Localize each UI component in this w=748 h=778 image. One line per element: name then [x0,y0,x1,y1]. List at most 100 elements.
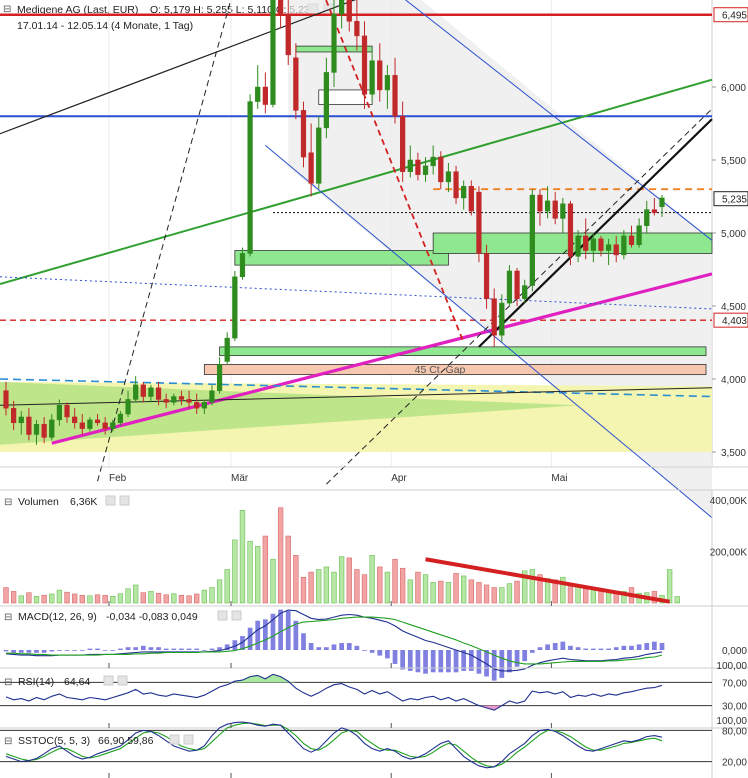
instrument-label: Medigene AG (Last, EUR) [17,4,138,16]
candle-body [171,396,177,403]
macd-histogram-bar [133,647,139,650]
candle-body [560,203,566,219]
sstoc-values: 66,90 59,86 [98,735,154,747]
macd-histogram-bar [79,650,85,651]
candle-body [354,21,360,37]
candle-body [361,35,368,95]
macd-histogram-bar [308,643,314,650]
candle-body [285,13,291,56]
sstoc-close-icon[interactable] [183,734,194,745]
candle-body [499,302,505,336]
volume-bar [10,591,17,604]
volume-bar [354,569,360,604]
candle-body [186,399,192,403]
volume-bar [201,589,207,604]
collapse-icon[interactable]: ⊟ [3,4,11,15]
candle-body [49,419,55,438]
macd-histogram-bar [568,645,573,650]
macd-histogram-bar [209,648,215,650]
volume-bar [338,556,345,604]
macd-histogram-bar [423,650,428,674]
support-zone-green [0,381,579,445]
volume-close-icon[interactable] [119,495,130,506]
candle-body [453,171,459,199]
sstoc-settings-icon[interactable] [169,734,180,745]
macd-histogram-bar [224,644,230,650]
candle-body [72,416,78,424]
sstoc-collapse-icon[interactable]: ⊟ [4,736,12,747]
month-label: Apr [391,473,407,484]
macd-histogram-bar [331,644,337,650]
volume-bar [399,567,406,604]
rsi-value: 64,64 [64,676,90,688]
volume-settings-icon[interactable] [105,495,116,506]
macd-histogram-bar [95,648,100,650]
candle-body [216,364,223,391]
price-label-box [713,312,748,328]
macd-histogram-bar [583,648,589,650]
volume-bar [71,593,78,604]
macd-settings-icon[interactable] [217,610,228,621]
volume-bar [483,584,490,604]
macd-histogram-bar [301,633,306,650]
candle-body [293,57,299,111]
macd-histogram-bar [354,645,360,650]
volume-bar [148,591,154,604]
black-dashed-line-left [97,0,232,482]
macd-histogram-bar [476,650,482,674]
candle-body [430,156,436,167]
candle-body [636,225,642,245]
candle-body [87,419,93,429]
macd-histogram-bar [438,650,444,673]
volume-bar [430,582,436,604]
macd-histogram-bar [270,613,276,650]
macd-histogram-bar [560,641,566,650]
volume-bar [41,594,47,604]
rsi-settings-icon[interactable] [103,675,114,686]
candle-body [628,235,635,245]
macd-values: -0,034 -0,083 0,049 [106,611,198,623]
volume-collapse-icon[interactable]: ⊟ [4,497,12,508]
sstoc-tick-label: 80,00 [722,726,747,737]
rsi-collapse-icon[interactable]: ⊟ [4,677,12,688]
volume-title: Volumen [18,496,59,508]
candle-body [506,270,513,304]
volume-bar [422,574,429,604]
volume-value: 6,36K [70,496,97,508]
macd-histogram-bar [392,650,398,664]
candle-body [323,72,329,129]
candle-body [140,384,146,397]
volume-bar [583,588,589,604]
candle-body [377,60,383,91]
macd-histogram-bar [522,650,528,662]
rsi-header: ⊟ RSI(14) 64,64 [4,675,128,688]
macd-histogram-bar [125,647,131,650]
volume-bar [377,566,383,604]
volume-header: ⊟ Volumen 6,36K [4,495,130,508]
macd-histogram-bar [118,648,123,650]
volume-bar [575,585,581,604]
volume-bar [453,573,459,604]
volume-bar [293,555,299,604]
volume-bar [232,539,238,604]
volume-bar [255,546,261,604]
volume-bar [239,509,246,604]
candle-body [64,405,70,418]
candle-body [483,253,490,299]
volume-bar [361,574,368,604]
candle-body [346,0,352,22]
candle-body [415,159,421,175]
candle-body [392,75,398,117]
macd-histogram-bar [529,650,535,653]
rsi-line [5,673,663,711]
rsi-tick-label: 30,00 [722,702,747,713]
macd-histogram-bar [34,650,39,653]
macd-histogram-bar [285,610,291,650]
macd-close-icon[interactable] [231,610,242,621]
macd-histogram-bar [385,650,390,659]
macd-collapse-icon[interactable]: ⊟ [4,612,12,623]
rsi-close-icon[interactable] [117,675,128,686]
volume-bar [369,555,375,604]
candle-body [644,209,650,226]
price-tick-label: 6,000 [721,83,746,94]
